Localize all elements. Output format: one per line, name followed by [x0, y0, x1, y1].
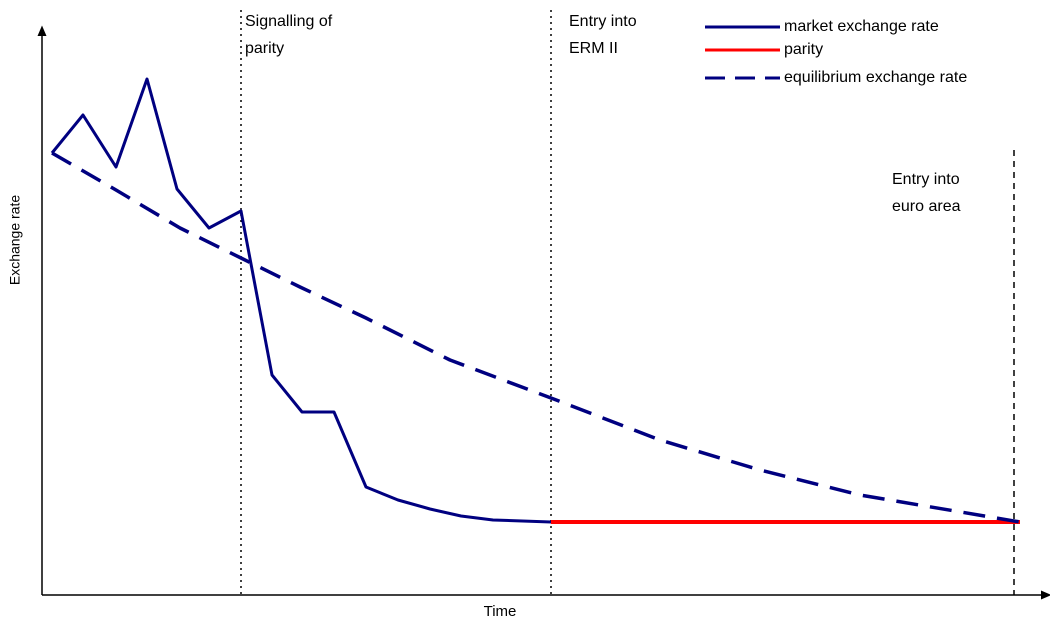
event-label: ERM II — [569, 40, 618, 57]
series-line — [51, 151, 1021, 524]
event-label: Entry into — [569, 13, 637, 30]
event-label: Signalling of — [245, 13, 333, 30]
series-line — [50, 77, 552, 524]
legend-label: market exchange rate — [784, 18, 939, 35]
event-label: Entry into — [892, 171, 960, 188]
legend-label: parity — [784, 41, 823, 58]
legend-label: equilibrium exchange rate — [784, 69, 967, 86]
x-axis-label: Time — [484, 603, 517, 620]
y-axis-label: Exchange rate — [7, 195, 23, 285]
event-label: euro area — [892, 198, 961, 215]
event-label: parity — [245, 40, 284, 57]
